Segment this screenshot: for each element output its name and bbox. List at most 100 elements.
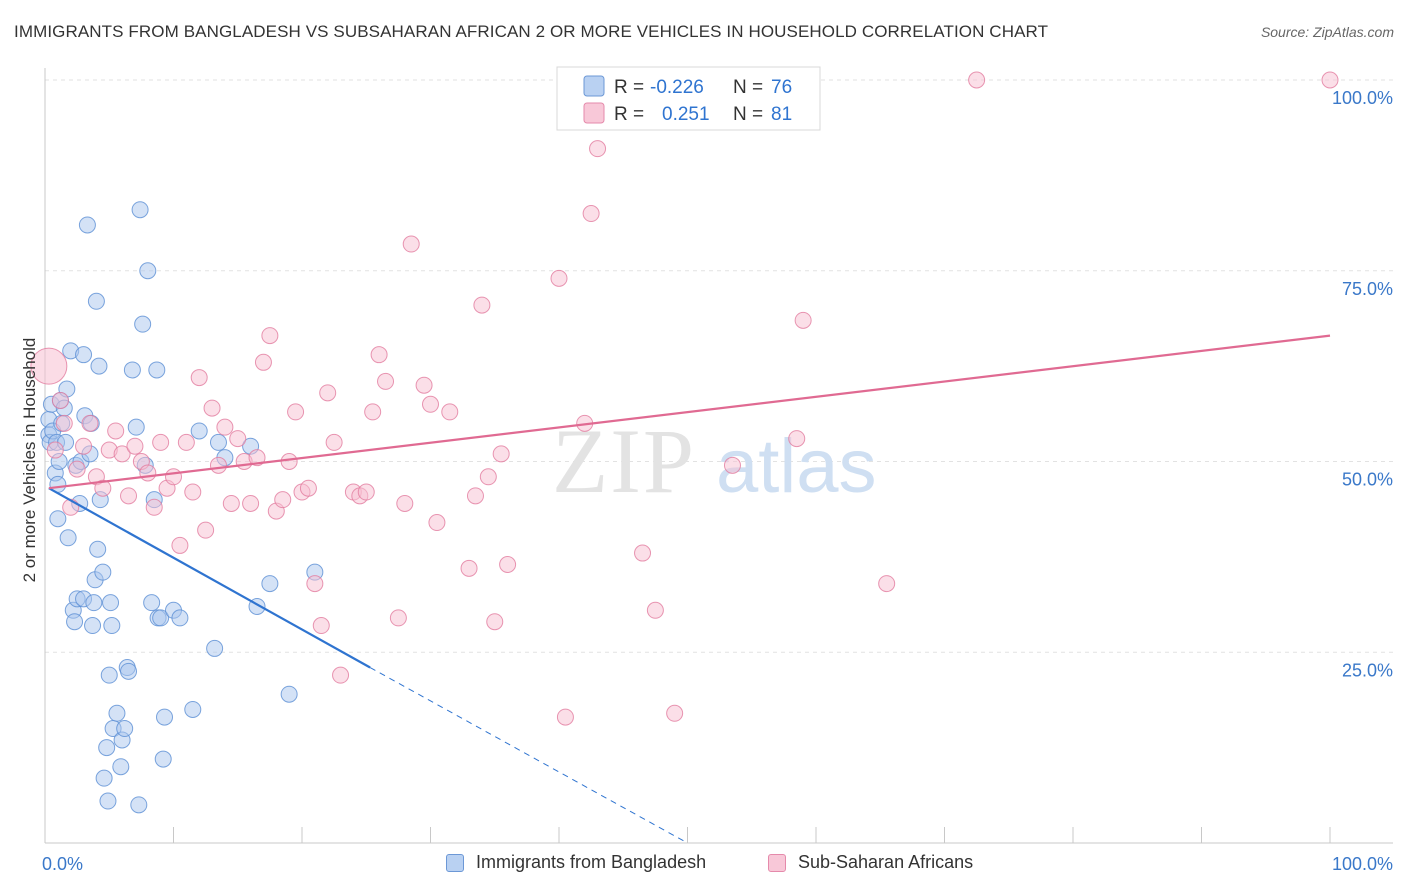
subsaharan-point-55 xyxy=(415,376,433,394)
bangladesh-point-69 xyxy=(209,433,227,451)
bangladesh-point-44 xyxy=(108,704,126,722)
legend-swatch-subsaharan xyxy=(583,102,605,124)
subsaharan-point-66 xyxy=(550,269,568,287)
bottom-legend: Immigrants from Bangladesh Sub-Saharan A… xyxy=(0,852,1406,878)
subsaharan-point-48 xyxy=(357,483,375,501)
subsaharan-point-5 xyxy=(75,437,93,455)
subsaharan-point-13 xyxy=(126,437,144,455)
legend-swatch-bangladesh xyxy=(583,75,605,97)
bottom-legend-item-bangladesh[interactable]: Immigrants from Bangladesh xyxy=(446,852,706,873)
bangladesh-point-41 xyxy=(102,594,120,612)
chart-source: Source: ZipAtlas.com xyxy=(1260,24,1394,40)
subsaharan-point-64 xyxy=(492,445,510,463)
subsaharan-point-75 xyxy=(788,430,806,448)
subsaharan-point-61 xyxy=(473,296,491,314)
subsaharan-point-33 xyxy=(254,353,272,371)
subsaharan-point-63 xyxy=(486,613,504,631)
chart-title: IMMIGRANTS FROM BANGLADESH VS SUBSAHARAN… xyxy=(14,22,1049,41)
bottom-legend-item-subsaharan[interactable]: Sub-Saharan Africans xyxy=(768,852,973,873)
x-tick-labels: 0.0% 100.0% xyxy=(42,854,1393,874)
subsaharan-point-76 xyxy=(794,311,812,329)
subsaharan-point-71 xyxy=(634,544,652,562)
bottom-legend-swatch-bangladesh xyxy=(446,853,464,872)
subsaharan-point-26 xyxy=(209,456,227,474)
subsaharan-point-70 xyxy=(589,140,607,158)
bangladesh-point-26 xyxy=(78,216,96,234)
bangladesh-point-18 xyxy=(66,613,84,631)
subsaharan-point-51 xyxy=(377,372,395,390)
subsaharan-point-25 xyxy=(203,399,221,417)
bangladesh-point-42 xyxy=(103,617,121,635)
subsaharan-point-3 xyxy=(62,498,80,516)
bangladesh-point-37 xyxy=(95,769,113,787)
subsaharan-point-38 xyxy=(287,403,305,421)
bangladesh-point-57 xyxy=(143,594,161,612)
subsaharan-point-24 xyxy=(197,521,215,539)
bangladesh-point-68 xyxy=(206,639,224,657)
bottom-legend-label-subsaharan: Sub-Saharan Africans xyxy=(798,852,974,872)
bangladesh-point-52 xyxy=(130,796,148,814)
bangladesh-point-73 xyxy=(261,575,279,593)
bangladesh-point-53 xyxy=(131,201,149,219)
subsaharan-point-43 xyxy=(319,384,337,402)
subsaharan-point-52 xyxy=(389,609,407,627)
bangladesh-point-47 xyxy=(116,720,134,738)
subsaharan-point-21 xyxy=(177,433,195,451)
bangladesh-point-30 xyxy=(85,594,103,612)
bangladesh-point-61 xyxy=(152,609,170,627)
subsaharan-point-60 xyxy=(466,487,484,505)
bangladesh-point-8 xyxy=(49,510,67,528)
bangladesh-point-38 xyxy=(98,739,116,757)
subsaharan-point-36 xyxy=(274,491,292,509)
subsaharan-point-69 xyxy=(582,205,600,223)
bangladesh-point-39 xyxy=(99,792,117,810)
subsaharan-point-56 xyxy=(422,395,439,413)
subsaharan-point-11 xyxy=(113,445,131,463)
legend-n-label-2: N = xyxy=(733,104,763,125)
trend-line-subsaharan xyxy=(48,334,1331,490)
bangladesh-point-45 xyxy=(112,758,130,776)
y-tick-label-1: 50.0% xyxy=(1342,470,1393,490)
bottom-legend-label-bangladesh: Immigrants from Bangladesh xyxy=(476,852,707,872)
bangladesh-point-59 xyxy=(148,361,166,379)
bangladesh-point-51 xyxy=(127,418,145,436)
subsaharan-point-23 xyxy=(190,369,208,387)
legend-r-label-1: R = xyxy=(614,77,644,98)
bangladesh-point-36 xyxy=(94,563,112,581)
subsaharan-point-8 xyxy=(94,479,112,497)
axes xyxy=(44,68,1393,844)
bangladesh-point-40 xyxy=(100,666,118,684)
subsaharan-point-31 xyxy=(242,494,260,512)
subsaharan-point-59 xyxy=(460,559,478,577)
trend-line-bangladesh-extension xyxy=(369,667,688,844)
legend-r-label-2: R = xyxy=(614,104,644,125)
subsaharan-point-20 xyxy=(171,536,189,554)
watermark-zip: ZIP xyxy=(552,410,696,512)
bangladesh-point-66 xyxy=(184,700,202,718)
legend-r-value-2: 0.251 xyxy=(662,104,710,125)
subsaharan-point-80 xyxy=(46,441,64,459)
bottom-legend-swatch-subsaharan xyxy=(768,853,786,872)
legend-box: R = -0.226 N = 76 R = 0.251 N = 81 xyxy=(556,66,821,131)
x-tick-label-right: 100.0% xyxy=(1332,854,1393,874)
bangladesh-point-34 xyxy=(90,357,108,375)
subsaharan-point-54 xyxy=(402,235,420,253)
subsaharan-point-74 xyxy=(723,456,741,474)
subsaharan-point-49 xyxy=(364,403,382,421)
subsaharan-point-32 xyxy=(248,449,266,467)
y-tick-label-0: 25.0% xyxy=(1342,660,1393,680)
y-axis-label: 2 or more Vehicles in Household xyxy=(20,338,39,583)
bangladesh-point-65 xyxy=(171,609,189,627)
bangladesh-point-32 xyxy=(87,292,105,310)
subsaharan-point-62 xyxy=(479,468,497,486)
bangladesh-point-63 xyxy=(156,708,174,726)
bangladesh-point-74 xyxy=(280,685,298,703)
subsaharan-point-65 xyxy=(499,556,517,574)
subsaharan-point-1 xyxy=(51,391,69,409)
legend-r-value-1: -0.226 xyxy=(650,77,704,98)
y-tick-labels: 25.0% 50.0% 75.0% 100.0% xyxy=(1332,88,1393,680)
grid-lines xyxy=(45,79,1393,653)
subsaharan-point-40 xyxy=(299,479,317,497)
subsaharan-point-44 xyxy=(325,433,343,451)
